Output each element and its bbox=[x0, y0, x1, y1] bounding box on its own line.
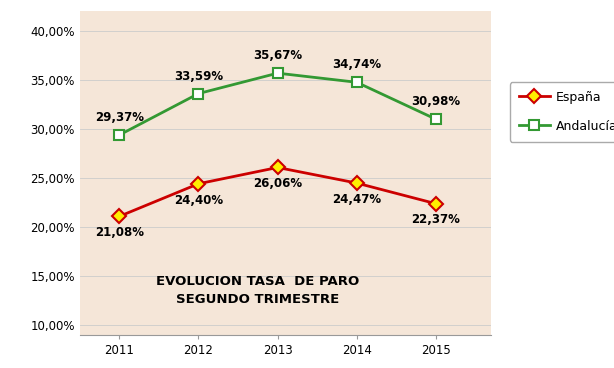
Text: 22,37%: 22,37% bbox=[411, 213, 460, 226]
Text: 34,74%: 34,74% bbox=[332, 59, 381, 71]
Text: EVOLUCION TASA  DE PARO
SEGUNDO TRIMESTRE: EVOLUCION TASA DE PARO SEGUNDO TRIMESTRE bbox=[156, 275, 359, 306]
Text: 30,98%: 30,98% bbox=[411, 95, 460, 109]
Text: 29,37%: 29,37% bbox=[95, 111, 144, 124]
Text: 21,08%: 21,08% bbox=[95, 226, 144, 239]
Legend: España, Andalucía: España, Andalucía bbox=[510, 82, 614, 142]
Text: 33,59%: 33,59% bbox=[174, 70, 223, 83]
Text: 26,06%: 26,06% bbox=[253, 177, 302, 190]
Text: 24,40%: 24,40% bbox=[174, 194, 223, 206]
Text: 35,67%: 35,67% bbox=[253, 49, 302, 62]
Text: 24,47%: 24,47% bbox=[332, 193, 381, 206]
